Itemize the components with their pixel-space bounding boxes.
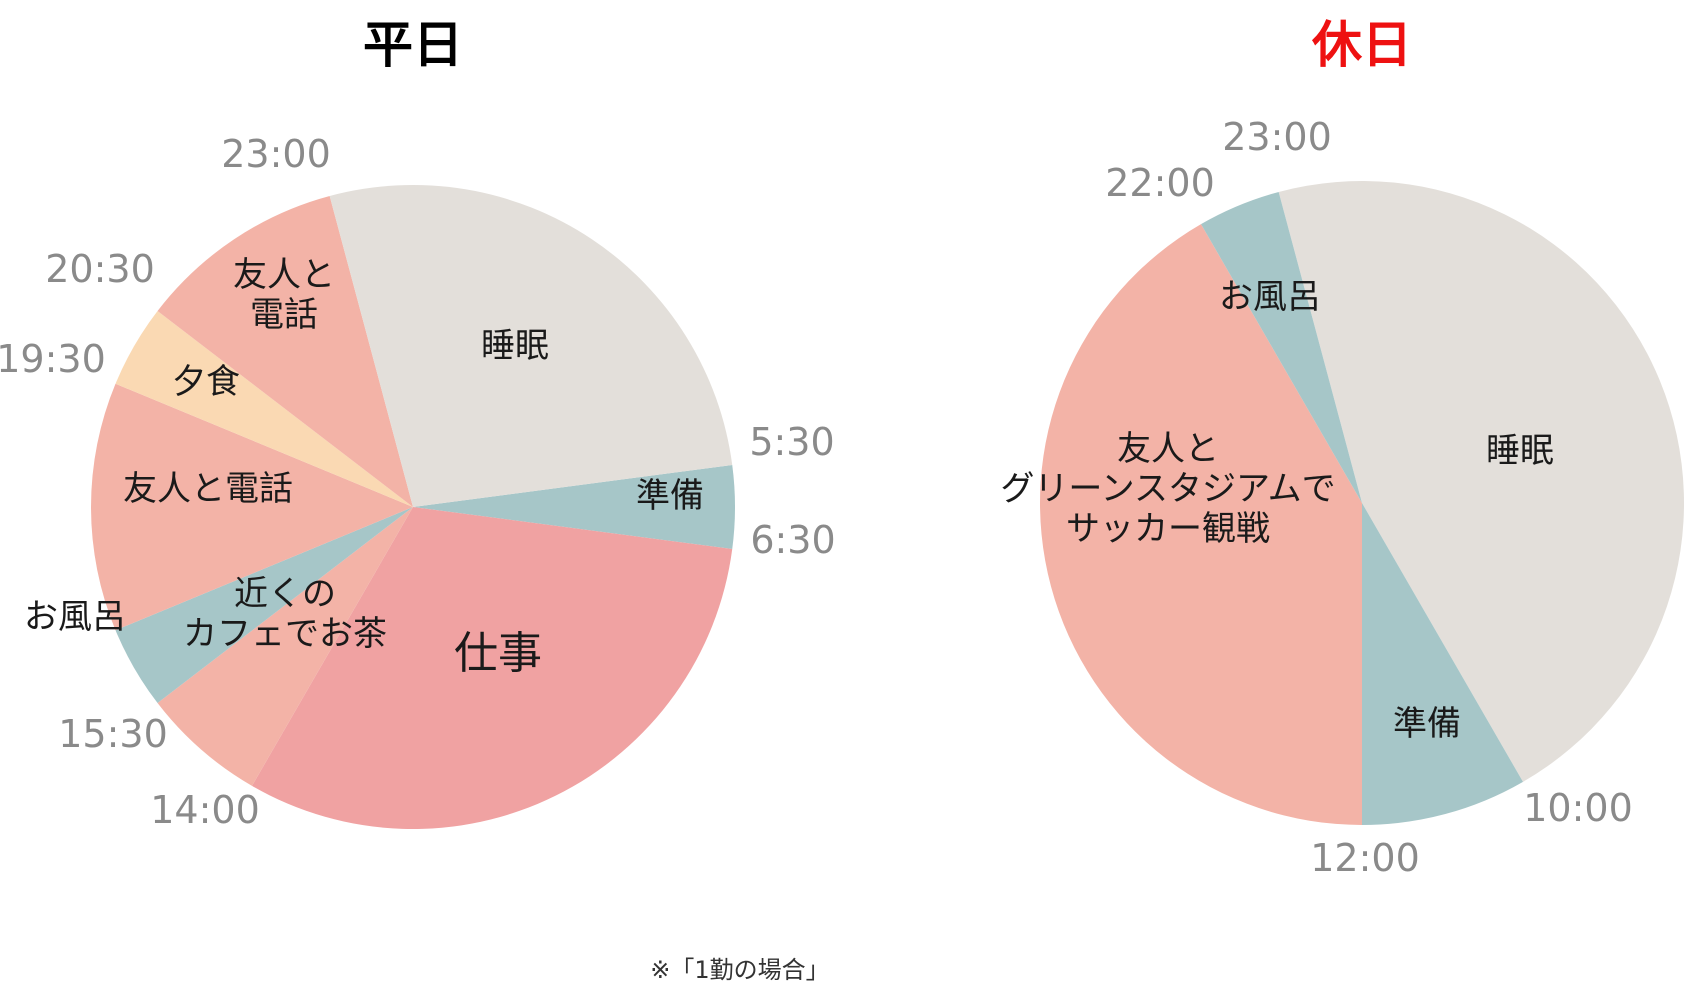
holiday-label-prep: 準備 [1393,704,1461,744]
weekday-pie-chart: 平日準備仕事近くのカフェでお茶お風呂友人と電話夕食友人と電話睡眠5:306:30… [0,16,836,832]
weekday-label-line: カフェでお茶 [183,614,387,654]
footnote: ※「1勤の場合」 [650,956,829,984]
weekday-label-dinner: 夕食 [172,362,240,402]
holiday-label-line: 準備 [1393,704,1461,744]
holiday-label-sleep: 睡眠 [1486,431,1554,471]
holiday-slice-bath [1201,191,1362,504]
holiday-label-line: 友人と [1117,429,1219,469]
weekday-label-line: 電話 [250,295,318,335]
weekday-label-friends2: 友人と電話 [233,255,335,335]
weekday-slice-cafe [157,507,413,786]
weekday-label-line: お風呂 [24,597,126,637]
holiday-time-label: 10:00 [1523,786,1633,830]
holiday-slice-soccer [1040,224,1362,825]
weekday-label-bath: お風呂 [24,597,126,637]
weekday-slice-friends2 [157,195,413,508]
weekday-label-line: 近くの [234,574,336,614]
holiday-label-line: グリーンスタジアムで [1000,469,1335,509]
weekday-time-label: 23:00 [221,132,331,176]
weekday-slice-dinner [115,310,413,507]
holiday-title: 休日 [1311,16,1412,74]
weekday-slice-prep [413,464,735,550]
weekday-slice-friends1 [91,383,414,631]
holiday-label-line: 睡眠 [1486,431,1554,471]
weekday-time-label: 19:30 [0,337,106,381]
weekday-label-line: 睡眠 [481,326,549,366]
weekday-label-work: 仕事 [454,628,542,679]
weekday-label-line: 友人と [233,255,335,295]
weekday-label-friends1: 友人と電話 [123,469,293,509]
weekday-time-label: 6:30 [750,518,835,562]
holiday-label-bath: お風呂 [1219,277,1321,317]
weekday-time-label: 15:30 [58,712,168,756]
weekday-slice-bath [115,507,413,704]
holiday-label-line: サッカー観戦 [1066,509,1270,549]
weekday-slice-work [252,507,733,829]
weekday-time-label: 5:30 [749,420,834,464]
holiday-label-soccer: 友人とグリーンスタジアムでサッカー観戦 [1000,429,1335,549]
weekday-label-line: 仕事 [454,628,542,679]
weekday-time-label: 20:30 [45,247,155,291]
holiday-label-line: お風呂 [1219,277,1321,317]
holiday-slice-sleep [1278,180,1685,782]
weekday-slice-sleep [329,185,733,507]
holiday-time-label: 23:00 [1222,115,1332,159]
weekday-label-prep: 準備 [636,476,704,516]
weekday-label-line: 夕食 [172,362,240,402]
holiday-time-label: 22:00 [1105,161,1215,205]
weekday-time-label: 14:00 [150,788,260,832]
weekday-label-line: 友人と電話 [123,469,293,509]
weekday-label-sleep: 睡眠 [481,326,549,366]
holiday-slice-prep [1362,503,1523,825]
weekday-title: 平日 [363,16,463,74]
holiday-time-label: 12:00 [1310,836,1420,880]
weekday-label-line: 準備 [636,476,704,516]
weekday-label-cafe: 近くのカフェでお茶 [183,574,387,654]
